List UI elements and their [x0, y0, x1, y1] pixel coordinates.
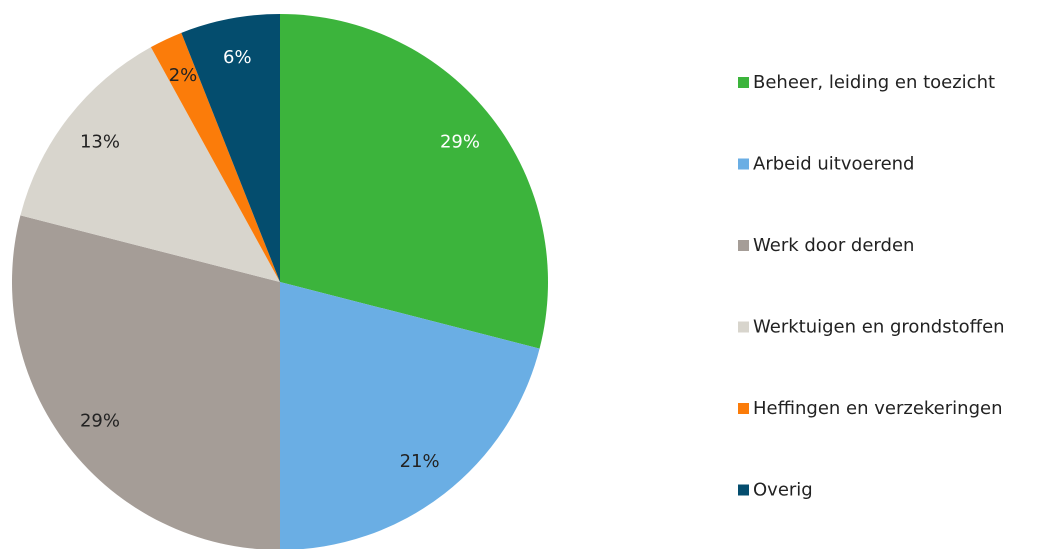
legend-swatch	[738, 403, 749, 414]
data-label: 2%	[169, 65, 198, 86]
legend-swatch	[738, 77, 749, 88]
legend-swatch	[738, 321, 749, 333]
legend-label: Overig	[753, 480, 813, 501]
data-label: 29%	[80, 411, 120, 432]
legend-label: Beheer, leiding en toezicht	[753, 72, 995, 93]
pie-slice	[280, 14, 548, 349]
data-label: 13%	[80, 131, 120, 152]
data-label: 6%	[223, 47, 252, 68]
pie-slice	[11, 215, 281, 550]
legend-label: Werktuigen en grondstoffen	[753, 317, 1005, 338]
pie-slice	[150, 32, 280, 282]
legend-label: Arbeid uitvoerend	[753, 154, 914, 175]
legend-swatch	[738, 158, 749, 170]
pie-slice	[181, 14, 280, 282]
legend-swatch	[738, 240, 749, 251]
data-label: 29%	[440, 131, 480, 152]
pie-slice	[20, 47, 281, 282]
pie-slice	[280, 282, 540, 550]
legend-swatch	[738, 484, 749, 496]
legend-label: Werk door derden	[753, 235, 914, 256]
legend-label: Heffingen en verzekeringen	[753, 398, 1002, 419]
data-label: 21%	[400, 451, 440, 472]
